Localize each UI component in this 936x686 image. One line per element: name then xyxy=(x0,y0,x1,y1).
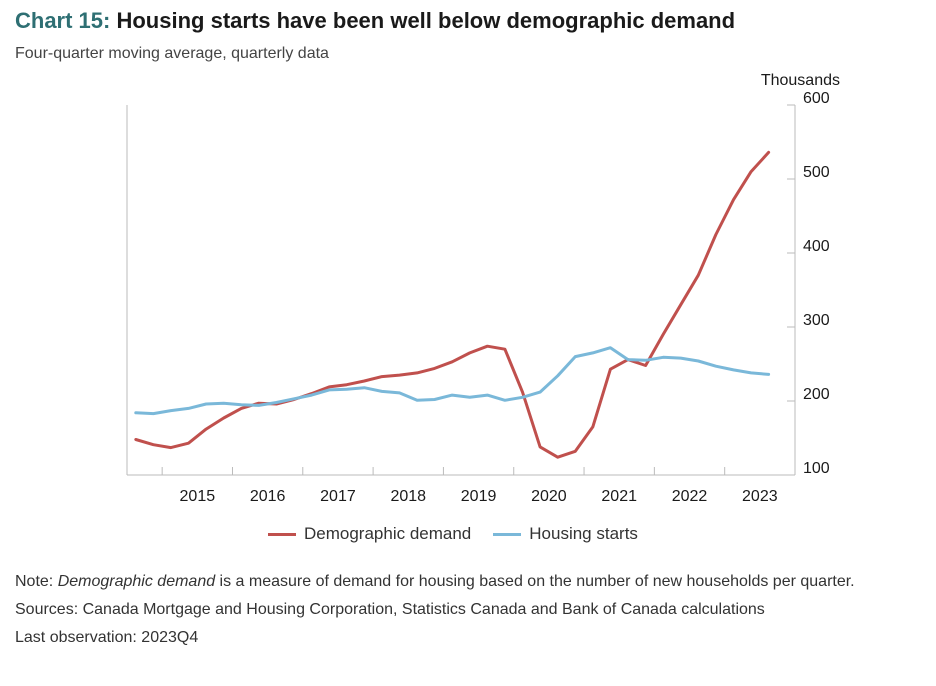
note-prefix: Note: xyxy=(15,573,58,590)
x-tick-label: 2018 xyxy=(390,488,426,505)
legend-item-housing-starts: Housing starts xyxy=(493,524,638,544)
chart-title: Chart 15: Housing starts have been well … xyxy=(15,8,735,34)
legend-swatch-demographic-demand xyxy=(268,532,296,536)
chart-number: Chart 15: xyxy=(15,8,111,33)
y-tick-label: 100 xyxy=(803,460,830,477)
y-tick-label: 300 xyxy=(803,312,830,329)
x-tick-label: 2017 xyxy=(320,488,356,505)
chart-title-text: Housing starts have been well below demo… xyxy=(116,8,736,33)
chart-axes xyxy=(126,104,796,476)
x-tick-label: 2023 xyxy=(742,488,778,505)
y-axis-title: Thousands xyxy=(761,72,840,89)
y-tick-label: 400 xyxy=(803,238,830,255)
chart-series xyxy=(134,150,771,459)
x-tick-label: 2019 xyxy=(461,488,497,505)
x-tick-label: 2015 xyxy=(180,488,216,505)
note-term: Demographic demand xyxy=(57,573,216,590)
y-tick-label: 600 xyxy=(803,90,830,107)
chart-legend: Demographic demand Housing starts xyxy=(268,524,638,544)
legend-swatch-housing-starts xyxy=(493,532,522,536)
chart-notes: Note: Demographic demand is a measure of… xyxy=(15,570,915,654)
x-tick-label: 2016 xyxy=(250,488,286,505)
series-line-demographic-demand xyxy=(134,150,771,459)
y-tick-label: 500 xyxy=(803,164,830,181)
x-tick-label: 2021 xyxy=(601,488,637,505)
note-text: Note: Demographic demand is a measure of… xyxy=(15,570,915,593)
note-rest: is a measure of demand for housing based… xyxy=(215,573,855,590)
x-tick-label: 2020 xyxy=(531,488,567,505)
last-observation-text: Last observation: 2023Q4 xyxy=(15,629,199,646)
legend-label-housing-starts: Housing starts xyxy=(529,524,638,543)
series-line-housing-starts xyxy=(134,346,771,416)
x-tick-label: 2022 xyxy=(672,488,708,505)
y-tick-label: 200 xyxy=(803,386,830,403)
sources-text: Sources: Canada Mortgage and Housing Cor… xyxy=(15,601,765,618)
chart-subtitle: Four-quarter moving average, quarterly d… xyxy=(15,45,329,62)
legend-item-demographic-demand: Demographic demand xyxy=(268,524,471,544)
legend-label-demographic-demand: Demographic demand xyxy=(304,524,472,543)
